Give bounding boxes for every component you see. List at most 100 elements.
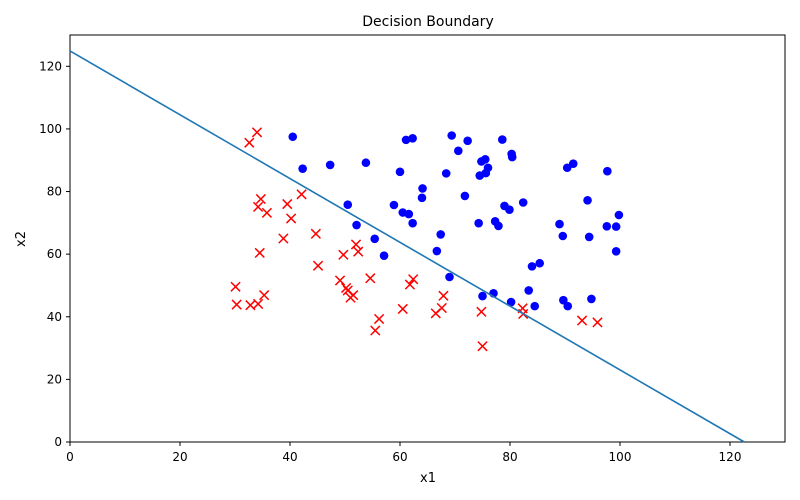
circle-point (524, 286, 533, 295)
circle-point (506, 297, 516, 307)
y-tick-label: 40 (47, 310, 62, 324)
circle-point (325, 160, 335, 170)
x-axis-ticks: 0 20 40 60 80 100 120 (66, 442, 741, 464)
circle-point (298, 164, 307, 173)
cross-point (370, 325, 381, 336)
cross-point (348, 290, 359, 301)
cross-point (438, 290, 449, 301)
series-layer (230, 127, 624, 352)
cross-point (365, 273, 376, 284)
cross-point (408, 274, 419, 285)
circle-point (611, 222, 621, 231)
cross-point (244, 137, 255, 148)
circle-point (505, 205, 514, 214)
cross-point (261, 207, 273, 218)
x-tick-label: 0 (66, 450, 74, 464)
circle-point (436, 230, 446, 239)
cross-point (436, 302, 447, 314)
circle-point (445, 272, 454, 282)
circle-point (555, 219, 564, 229)
chart-title: Decision Boundary (362, 14, 493, 30)
x-tick-label: 100 (609, 450, 632, 464)
circle-point (558, 231, 568, 241)
circle-point (288, 132, 298, 142)
cross-point (282, 198, 293, 210)
circle-point (480, 154, 490, 164)
circle-point (418, 184, 427, 193)
y-axis-ticks: 0 20 40 60 80 100 120 (39, 59, 70, 449)
circle-point (614, 210, 624, 220)
circle-point (583, 196, 592, 205)
y-tick-label: 120 (39, 59, 62, 73)
circle-point (559, 295, 568, 305)
cross-point (312, 260, 324, 271)
circle-point (494, 221, 503, 231)
circle-point (460, 191, 470, 201)
y-tick-label: 20 (47, 372, 62, 386)
circle-point (562, 163, 572, 173)
cross-point (373, 313, 385, 325)
x-axis-label: x1 (420, 471, 436, 486)
cross-point (230, 281, 241, 292)
cross-point (310, 228, 321, 239)
x-tick-label: 20 (172, 450, 187, 464)
circle-point (454, 146, 463, 156)
circle-point (379, 251, 389, 261)
circle-point (404, 209, 414, 219)
circle-point (584, 232, 594, 242)
cross-point (476, 306, 487, 317)
circle-point (343, 200, 353, 209)
cross-point (278, 233, 289, 244)
cross-point (285, 213, 297, 224)
circle-point (527, 262, 537, 271)
circle-series (288, 131, 624, 311)
circle-point (587, 294, 596, 304)
cross-point (254, 247, 265, 259)
cross-point (576, 315, 588, 326)
circle-point (447, 131, 457, 140)
circle-point (474, 218, 483, 228)
y-tick-label: 100 (39, 122, 62, 136)
circle-point (463, 136, 472, 146)
cross-point (259, 290, 270, 301)
cross-point (252, 298, 264, 310)
x-tick-label: 80 (502, 450, 517, 464)
cross-point (334, 275, 346, 286)
y-tick-label: 0 (54, 435, 62, 449)
cross-point (397, 303, 408, 315)
decision-boundary-line (69, 50, 745, 443)
circle-point (401, 135, 411, 145)
circle-point (352, 220, 361, 230)
cross-point (350, 239, 362, 250)
circle-point (370, 234, 380, 244)
circle-point (361, 158, 371, 168)
cross-point (296, 189, 307, 200)
y-tick-label: 80 (47, 185, 62, 199)
circle-point (507, 152, 517, 162)
x-tick-label: 120 (719, 450, 742, 464)
x-tick-label: 60 (392, 450, 407, 464)
cross-point (252, 201, 264, 213)
circle-point (395, 167, 405, 177)
cross-point (231, 299, 242, 310)
cross-point (592, 317, 603, 328)
circle-point (602, 221, 612, 231)
circle-point (441, 169, 451, 178)
circle-point (530, 301, 540, 311)
circle-point (518, 198, 528, 207)
cross-point (255, 193, 266, 205)
y-axis-label: x2 (14, 231, 29, 247)
circle-point (432, 246, 442, 256)
circle-point (568, 159, 578, 168)
plot-frame (69, 34, 786, 443)
circle-point (408, 134, 417, 143)
cross-point (477, 341, 488, 352)
circle-point (535, 258, 544, 268)
circle-point (417, 193, 427, 203)
circle-point (563, 301, 573, 311)
circle-point (478, 291, 487, 301)
circle-point (389, 200, 399, 210)
circle-point (483, 163, 493, 173)
circle-point (611, 247, 621, 256)
